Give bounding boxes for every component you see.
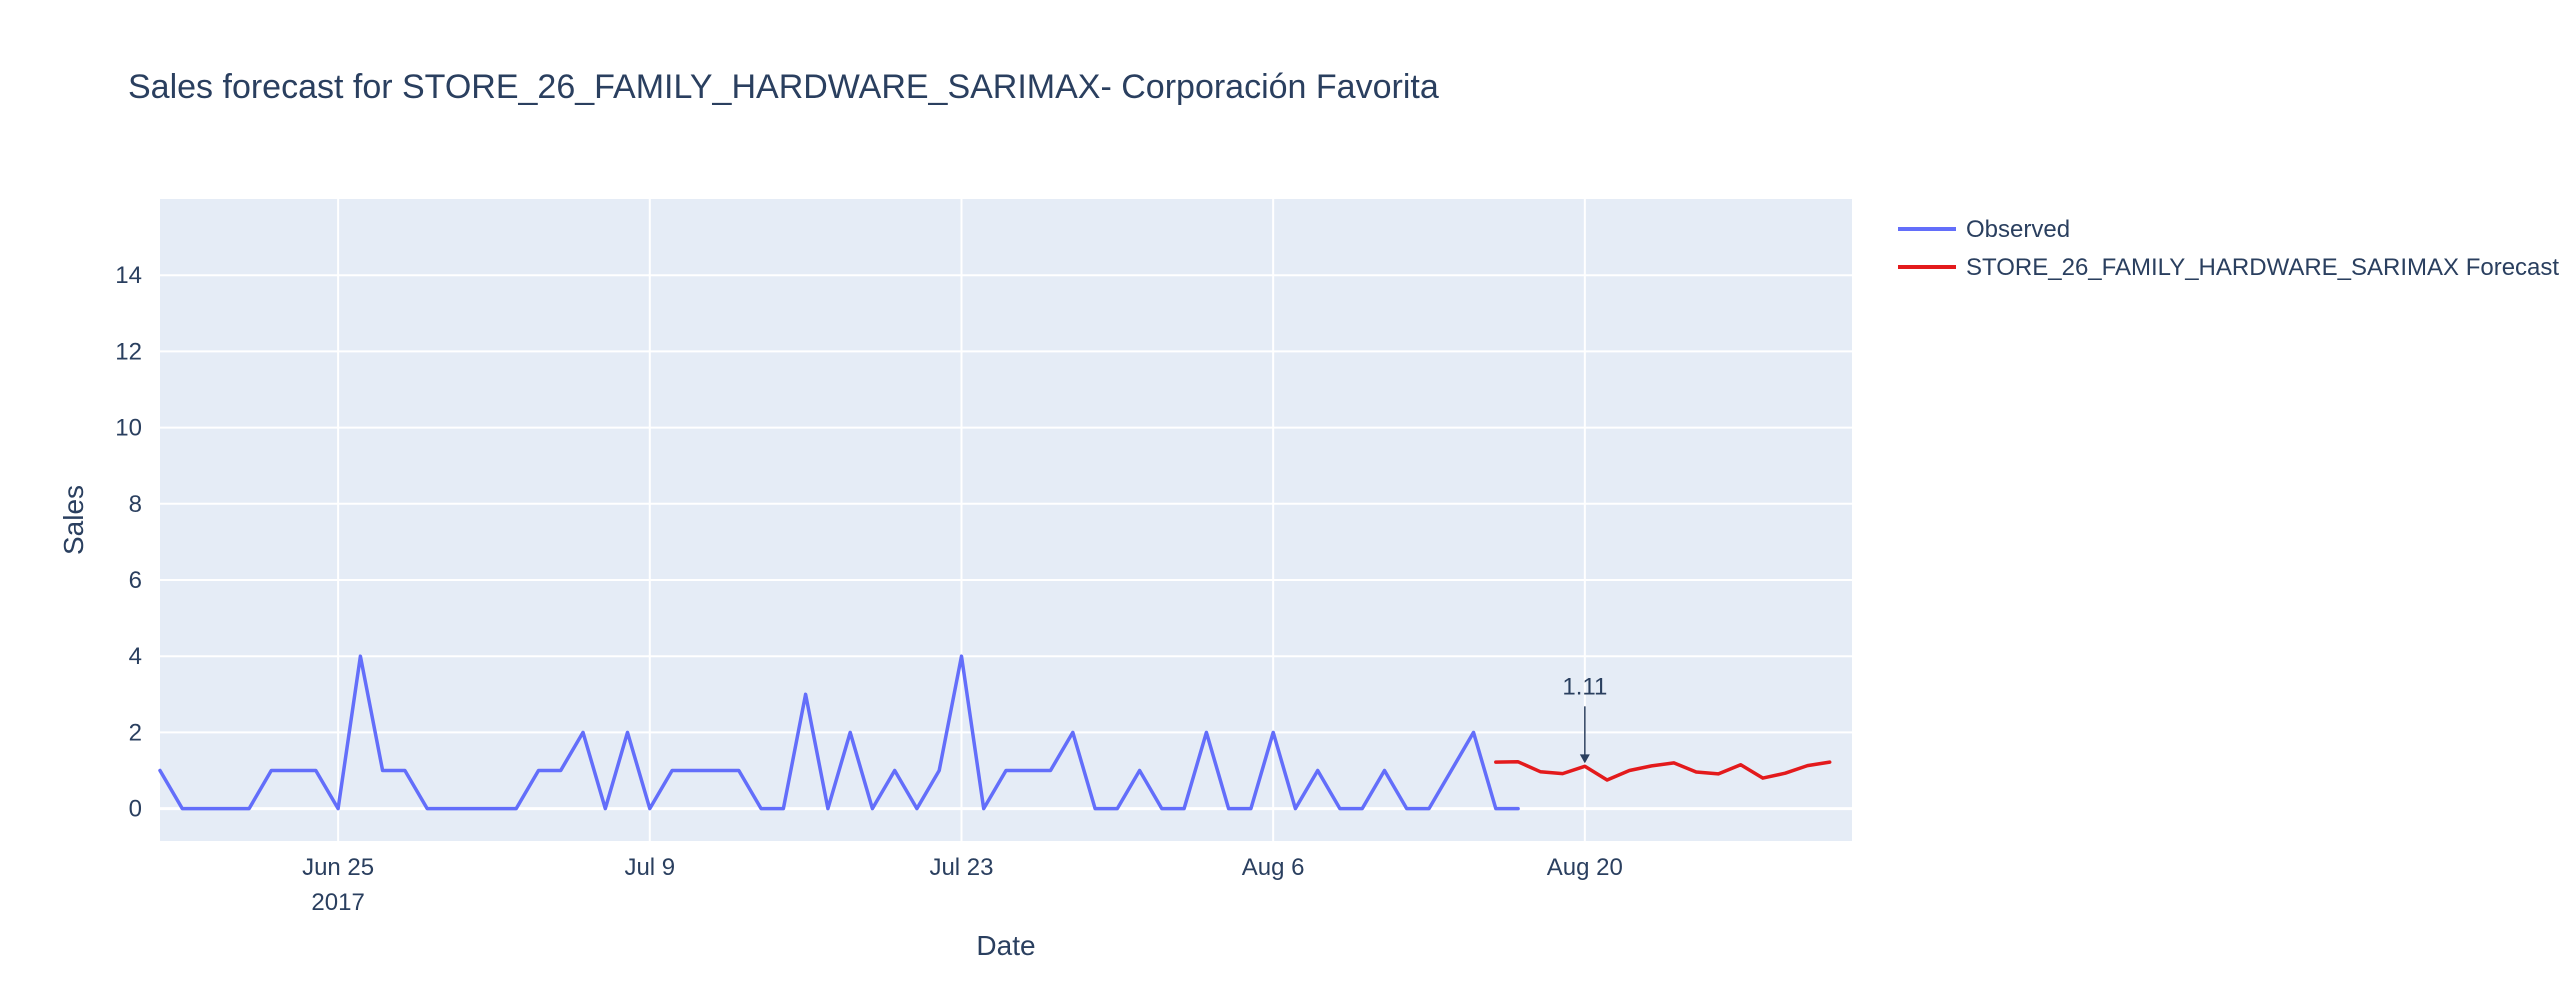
x-tick-label: Jul 23 bbox=[929, 854, 993, 881]
chart-title: Sales forecast for STORE_26_FAMILY_HARDW… bbox=[128, 68, 1439, 106]
series-line-forecast[interactable] bbox=[1494, 760, 1832, 782]
x-tick-label: Aug 6 bbox=[1242, 854, 1305, 881]
series-line-observed[interactable] bbox=[158, 654, 1520, 811]
y-tick-label: 4 bbox=[129, 643, 142, 670]
y-axis-title: Sales bbox=[58, 485, 89, 555]
x-tick-sublabel: 2017 bbox=[311, 889, 364, 916]
y-tick-label: 6 bbox=[129, 567, 142, 594]
y-tick-label: 2 bbox=[129, 719, 142, 746]
y-tick-label: 14 bbox=[115, 262, 142, 289]
x-axis-ticks: Jun 25 2017 Jul 9 Jul 23 Aug 6 Aug 20 bbox=[302, 854, 1623, 916]
y-tick-label: 8 bbox=[129, 491, 142, 518]
series-lines bbox=[158, 654, 1832, 811]
plot-area bbox=[160, 199, 1852, 841]
y-tick-label: 0 bbox=[129, 796, 142, 823]
y-tick-label: 10 bbox=[115, 415, 142, 442]
x-axis-title: Date bbox=[976, 930, 1035, 961]
annotation-label: 1.11 bbox=[1562, 673, 1607, 700]
y-axis-ticks: 0 2 4 6 8 10 12 14 bbox=[115, 262, 142, 822]
annotations: 1.11 bbox=[1562, 673, 1607, 764]
annotation-arrowhead bbox=[1579, 754, 1590, 764]
legend-label[interactable]: Observed bbox=[1966, 216, 2070, 243]
y-tick-label: 12 bbox=[115, 338, 142, 365]
x-tick-label: Jul 9 bbox=[624, 854, 675, 881]
x-tick-label: Jun 25 bbox=[302, 854, 374, 881]
x-tick-label: Aug 20 bbox=[1547, 854, 1623, 881]
legend[interactable]: Observed STORE_26_FAMILY_HARDWARE_SARIMAX… bbox=[1898, 216, 2559, 281]
legend-label[interactable]: STORE_26_FAMILY_HARDWARE_SARIMAX Forecas… bbox=[1966, 254, 2559, 281]
